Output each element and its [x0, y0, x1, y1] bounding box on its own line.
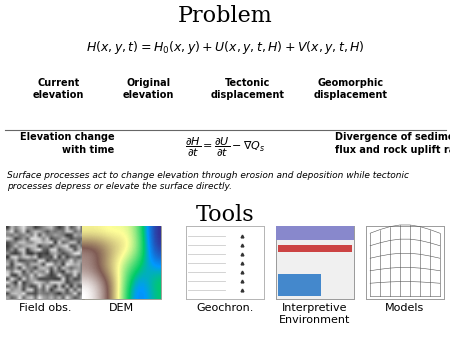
Text: Surface processes act to change elevation through erosion and deposition while t: Surface processes act to change elevatio…: [7, 171, 409, 191]
Bar: [82, 226, 161, 299]
Text: Tools: Tools: [196, 204, 254, 226]
Bar: [365, 226, 445, 299]
Text: Problem: Problem: [178, 5, 272, 27]
Bar: [278, 245, 352, 252]
Text: Divergence of sediment
flux and rock uplift rate: Divergence of sediment flux and rock upl…: [335, 132, 450, 155]
Text: Original
elevation: Original elevation: [123, 78, 174, 100]
Bar: [185, 226, 265, 299]
Text: Tectonic
displacement: Tectonic displacement: [211, 78, 284, 100]
Text: Geochron.: Geochron.: [196, 303, 254, 313]
Bar: [275, 226, 354, 299]
Bar: [275, 226, 354, 299]
Text: Field obs.: Field obs.: [19, 303, 71, 313]
Text: Elevation change
with time: Elevation change with time: [20, 132, 115, 155]
Bar: [365, 226, 445, 299]
Bar: [275, 226, 354, 240]
Text: Models: Models: [385, 303, 425, 313]
Bar: [185, 226, 265, 299]
Text: Interpretive
Environment: Interpretive Environment: [279, 303, 351, 324]
Bar: [278, 274, 321, 296]
Text: $\dfrac{\partial H}{\partial t} = \dfrac{\partial U}{\partial t} - \nabla Q_s$: $\dfrac{\partial H}{\partial t} = \dfrac…: [185, 135, 265, 159]
Text: DEM: DEM: [109, 303, 134, 313]
Text: Geomorphic
displacement: Geomorphic displacement: [314, 78, 388, 100]
Text: $H(x,y,t) = H_0(x,y) + U(x,y,t,H) + V(x,y,t,H)$: $H(x,y,t) = H_0(x,y) + U(x,y,t,H) + V(x,…: [86, 39, 365, 56]
Text: Current
elevation: Current elevation: [33, 78, 84, 100]
Bar: [6, 226, 85, 299]
